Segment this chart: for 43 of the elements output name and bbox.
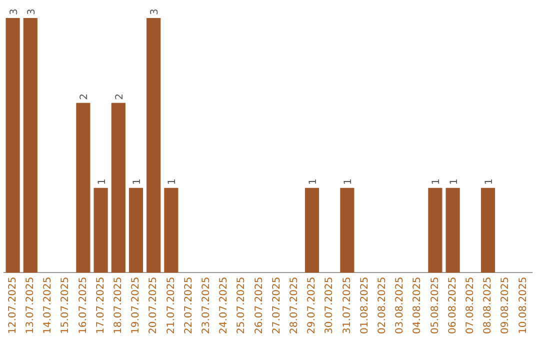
x-tick-label: 16.07.2025	[78, 276, 89, 334]
x-tick-label: 05.08.2025	[430, 276, 441, 334]
x-tick-label: 03.08.2025	[394, 276, 406, 334]
x-tick-label: 14.07.2025	[42, 276, 54, 334]
x-tick-label: 12.07.2025	[7, 276, 18, 334]
x-tick-label: 18.07.2025	[112, 276, 124, 334]
data-label: 2	[114, 94, 126, 100]
data-label: 1	[132, 178, 143, 185]
x-tick-label: 20.07.2025	[148, 276, 160, 334]
x-tick-label: 27.07.2025	[271, 276, 282, 334]
x-tick-label: 31.07.2025	[342, 276, 353, 334]
data-label: 1	[484, 178, 495, 185]
x-tick-label: 02.08.2025	[376, 276, 388, 334]
x-tick-label: 13.07.2025	[24, 276, 36, 334]
data-label: 1	[96, 178, 108, 185]
x-tick-label: 19.07.2025	[130, 276, 142, 334]
x-tick-label: 04.08.2025	[412, 276, 424, 334]
x-tick-label: 10.08.2025	[518, 276, 529, 334]
x-tick-label: 09.08.2025	[500, 276, 512, 334]
x-tick-label: 21.07.2025	[166, 276, 177, 334]
x-tick-label: 29.07.2025	[306, 276, 318, 334]
data-label: 2	[79, 94, 90, 100]
x-tick-label: 23.07.2025	[200, 276, 212, 334]
x-tick-label: 30.07.2025	[324, 276, 336, 334]
x-tick-label: 06.08.2025	[447, 276, 458, 334]
x-tick-label: 01.08.2025	[359, 276, 370, 334]
data-label: 3	[150, 8, 161, 15]
x-tick-label: 26.07.2025	[254, 276, 265, 334]
data-label: 3	[8, 8, 20, 15]
x-tick-label: 15.07.2025	[60, 276, 72, 334]
data-label: 1	[431, 178, 442, 185]
data-label: 1	[448, 178, 460, 185]
data-label: 1	[167, 178, 178, 185]
x-tick-label: 17.07.2025	[95, 276, 106, 334]
data-label: 1	[308, 178, 319, 185]
x-tick-label: 28.07.2025	[288, 276, 300, 334]
x-tick-label: 08.08.2025	[482, 276, 494, 334]
x-tick-label: 22.07.2025	[183, 276, 194, 334]
x-tick-label: 24.07.2025	[218, 276, 230, 334]
data-label: 3	[26, 8, 38, 15]
x-tick-label: 25.07.2025	[236, 276, 248, 334]
x-tick-label: 07.08.2025	[464, 276, 476, 334]
data-label: 1	[343, 178, 354, 185]
